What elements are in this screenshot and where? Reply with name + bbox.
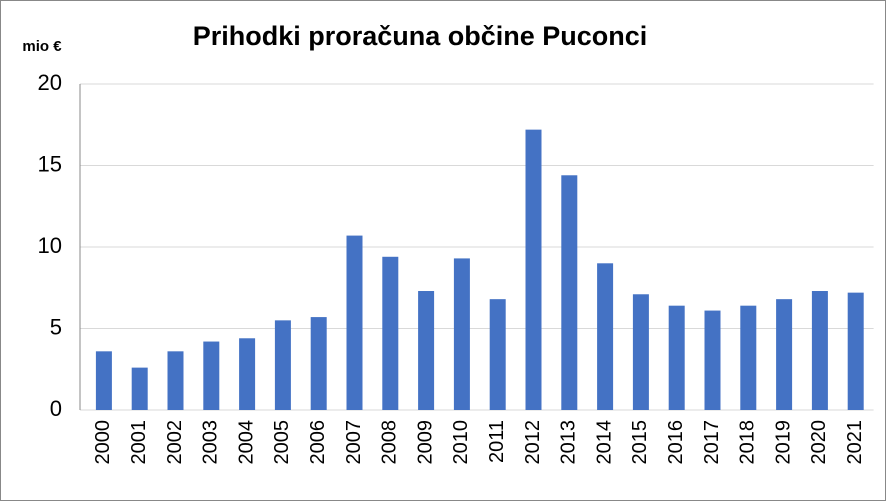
y-axis-label: mio € — [22, 38, 62, 55]
bar — [668, 305, 685, 410]
bar — [776, 299, 793, 410]
y-tick-label: 5 — [50, 314, 62, 339]
x-tick-label: 2001 — [128, 420, 150, 465]
bar — [95, 351, 112, 410]
bar — [489, 299, 506, 410]
bar — [453, 258, 470, 410]
x-tick-label: 2005 — [271, 420, 293, 465]
x-tick-label: 2003 — [200, 420, 222, 465]
bar — [597, 263, 614, 410]
bar — [847, 292, 864, 410]
bar — [167, 351, 184, 410]
x-tick-label: 2008 — [379, 420, 401, 465]
bar — [811, 291, 828, 410]
bar — [704, 310, 721, 410]
x-tick-label: 2006 — [307, 420, 329, 465]
bar — [525, 129, 542, 410]
x-tick-label: 2012 — [522, 420, 544, 465]
x-tick-label: 2014 — [593, 420, 615, 465]
x-tick-label: 2019 — [772, 420, 794, 465]
x-tick-label: 2000 — [92, 420, 114, 465]
y-tick-label: 0 — [50, 396, 62, 421]
x-tick-label: 2009 — [414, 420, 436, 465]
x-tick-label: 2020 — [808, 420, 830, 465]
x-tick-label: 2010 — [450, 420, 472, 465]
x-tick-label: 2002 — [164, 420, 186, 465]
x-tick-label: 2017 — [701, 420, 723, 465]
bar — [203, 341, 220, 410]
bar — [274, 320, 291, 410]
x-tick-label: 2007 — [343, 420, 365, 465]
bar — [418, 291, 435, 410]
y-tick-label: 15 — [38, 151, 62, 176]
x-tick-label: 2013 — [558, 420, 580, 465]
bar — [310, 317, 327, 410]
y-tick-label: 10 — [38, 233, 62, 258]
bar — [632, 294, 649, 410]
bar — [382, 256, 399, 410]
bar — [346, 235, 363, 410]
bar — [131, 367, 148, 410]
bar — [561, 175, 578, 410]
x-tick-label: 2021 — [844, 420, 866, 465]
x-tick-label: 2016 — [665, 420, 687, 465]
x-tick-label: 2018 — [737, 420, 759, 465]
bar — [239, 338, 256, 410]
x-tick-label: 2015 — [629, 420, 651, 465]
chart-title: Prihodki proračuna občine Puconci — [193, 21, 648, 51]
bar — [740, 305, 757, 410]
x-tick-label: 2011 — [486, 420, 508, 463]
x-tick-label: 2004 — [235, 420, 257, 465]
y-tick-label: 20 — [38, 70, 62, 95]
